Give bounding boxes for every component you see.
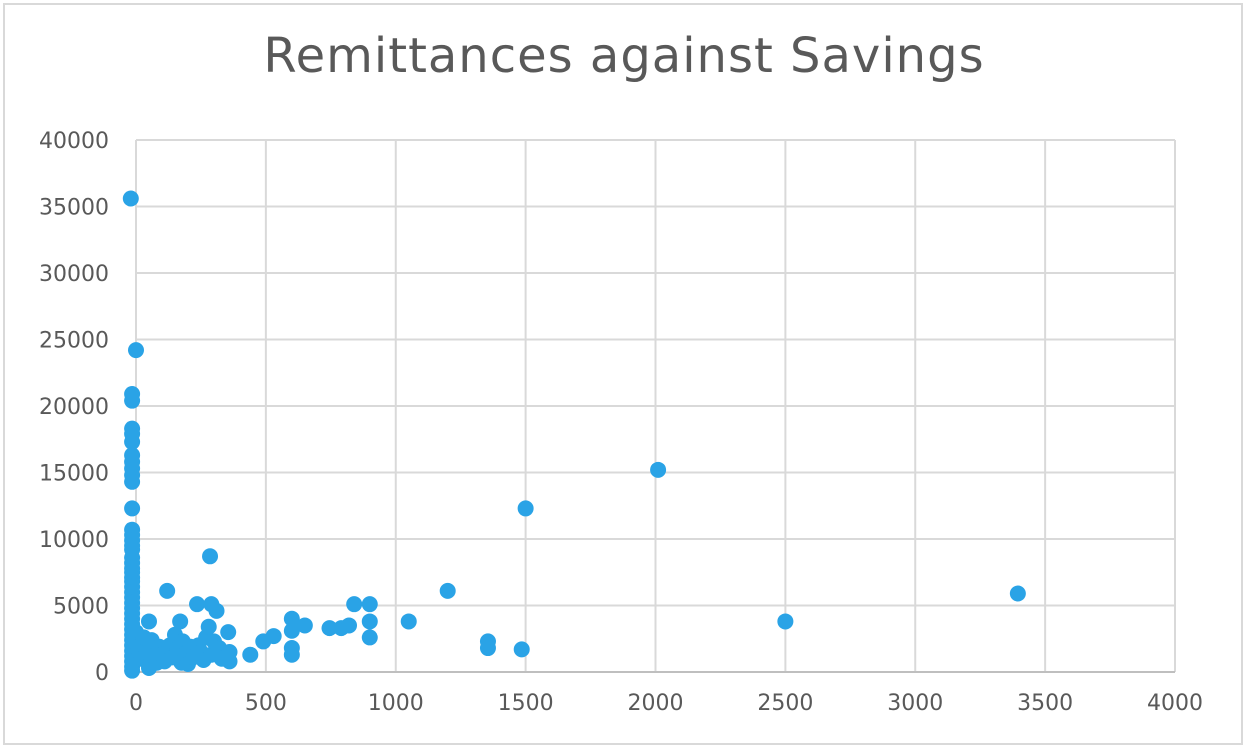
data-point [361,613,378,630]
y-tick-label: 15000 [39,462,109,487]
data-point [361,629,378,646]
x-tick-label: 1000 [368,691,424,716]
x-tick-label: 2500 [757,691,813,716]
data-point [283,610,300,627]
data-point [124,473,141,490]
y-tick-label: 40000 [39,129,109,154]
x-tick-label: 4000 [1147,691,1203,716]
data-point [650,461,667,478]
y-tick-label: 25000 [39,329,109,354]
chart-title: Remittances against Savings [263,28,985,84]
data-point [140,613,157,630]
data-point [361,596,378,613]
y-tick-label: 10000 [39,528,109,553]
x-tick-label: 0 [129,691,143,716]
data-point [124,392,141,409]
x-tick-label: 3500 [1017,691,1073,716]
y-tick-label: 35000 [39,196,109,221]
data-point [321,620,338,637]
data-point [159,582,176,599]
data-point [479,640,496,657]
x-axis-ticks: 0 500 1000 1500 2000 2500 3000 3500 4000 [129,691,1203,716]
data-point [340,617,357,634]
y-tick-label: 20000 [39,395,109,420]
data-point [283,622,300,639]
data-point [172,613,189,630]
y-tick-label: 5000 [53,595,109,620]
data-point [124,662,141,679]
y-axis-ticks: 0 5000 10000 15000 20000 25000 30000 35000 40000 [39,129,109,686]
data-point [242,646,259,663]
y-tick-label: 0 [95,661,109,686]
data-point [346,596,363,613]
x-tick-label: 1500 [498,691,554,716]
data-point [200,618,217,635]
data-point [220,624,237,641]
data-point [202,548,219,565]
data-point [265,628,282,645]
data-point [296,617,313,634]
y-tick-label: 30000 [39,262,109,287]
data-point [124,500,141,517]
data-point [400,613,417,630]
x-tick-label: 2000 [628,691,684,716]
data-point [189,596,206,613]
x-tick-label: 3000 [887,691,943,716]
data-point [283,646,300,663]
data-points [122,190,1026,679]
data-point [124,433,141,450]
x-tick-label: 500 [245,691,287,716]
data-point [221,653,238,670]
data-point [777,613,794,630]
gridlines [135,139,1176,673]
data-point [208,602,225,619]
data-point [128,342,144,359]
data-point [122,190,139,207]
data-point [517,500,534,517]
data-point [439,582,456,599]
data-point [513,641,530,658]
data-point [1009,585,1026,602]
